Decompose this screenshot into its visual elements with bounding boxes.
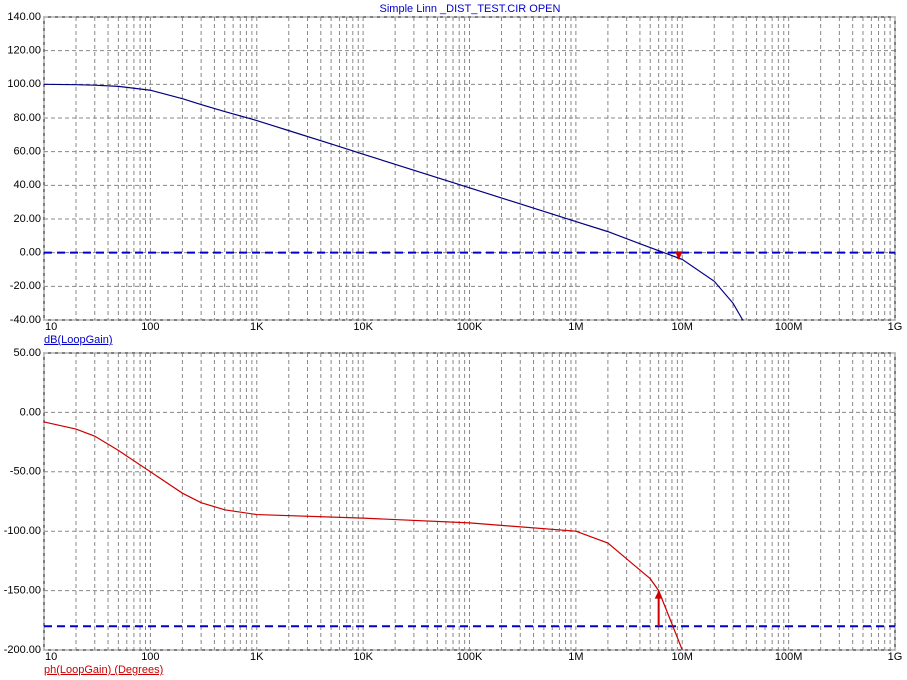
y-tick-label: -20.00 [10, 280, 41, 292]
x-tick-label: 10 [45, 651, 57, 663]
chart-title: Simple Linn _DIST_TEST.CIR OPEN [380, 3, 561, 15]
series-label: ph(LoopGain) (Degrees) [44, 664, 163, 676]
x-tick-label: 10K [353, 321, 373, 333]
x-tick-label: 1G [888, 321, 903, 333]
x-tick-label: 1M [568, 321, 583, 333]
y-tick-label: 120.00 [7, 45, 41, 57]
y-tick-label: 60.00 [13, 146, 41, 158]
y-tick-label: 20.00 [13, 213, 41, 225]
y-tick-label: -50.00 [10, 466, 41, 478]
y-tick-label: -40.00 [10, 314, 41, 326]
cursor-arrowhead [674, 251, 683, 260]
x-tick-label: 1K [250, 321, 264, 333]
x-tick-label: 10M [672, 651, 693, 663]
y-tick-label: 140.00 [7, 11, 41, 23]
y-tick-label: 100.00 [7, 78, 41, 90]
series-line [43, 421, 683, 651]
y-tick-label: -150.00 [4, 585, 41, 597]
y-tick-label: 50.00 [13, 347, 41, 359]
x-tick-label: 100K [457, 321, 483, 333]
series-label: dB(LoopGain) [44, 334, 113, 346]
x-tick-label: 10K [353, 651, 373, 663]
x-tick-label: 100 [141, 651, 159, 663]
x-tick-label: 10M [672, 321, 693, 333]
cursor-arrowhead [654, 590, 663, 599]
x-tick-label: 1M [568, 651, 583, 663]
x-tick-label: 10 [45, 321, 57, 333]
y-tick-label: 0.00 [20, 406, 41, 418]
x-tick-label: 100M [775, 321, 803, 333]
y-tick-label: 0.00 [20, 247, 41, 259]
x-tick-label: 1K [250, 651, 264, 663]
y-tick-label: -100.00 [4, 525, 41, 537]
x-tick-label: 1G [888, 651, 903, 663]
x-tick-label: 100K [457, 651, 483, 663]
y-tick-label: -200.00 [4, 644, 41, 656]
x-tick-label: 100M [775, 651, 803, 663]
y-tick-label: 80.00 [13, 112, 41, 124]
x-tick-label: 100 [141, 321, 159, 333]
y-tick-label: 40.00 [13, 179, 41, 191]
series-line [43, 83, 744, 321]
